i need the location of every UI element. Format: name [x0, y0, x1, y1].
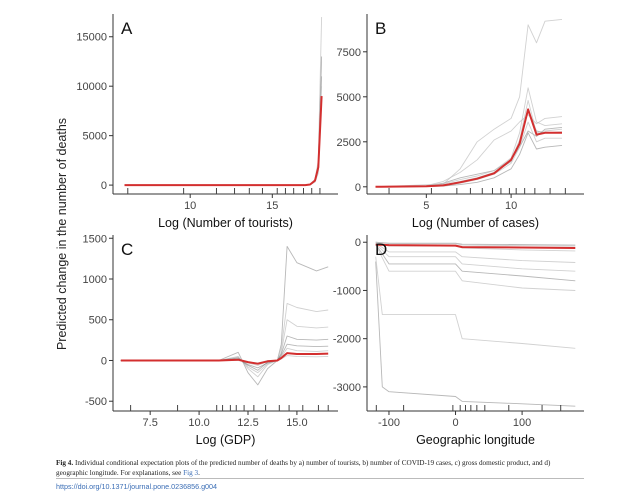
panel-a-ytick-label: 15000	[76, 32, 107, 44]
figure-caption: Fig 4. Individual conditional expectatio…	[56, 458, 576, 478]
panel-d-label: D	[375, 240, 387, 259]
caption-text: Individual conditional expectation plots…	[56, 459, 551, 477]
panel-d-ice-line	[375, 241, 576, 247]
panel-c-xtick-label: 7.5	[143, 417, 158, 429]
panel-b-ytick-label: 2500	[337, 137, 361, 149]
panel-a-ice-line	[124, 86, 323, 186]
panel-a-ice-line	[124, 100, 323, 186]
panel-c-ytick-label: 500	[89, 315, 107, 327]
panel-a-ice-line	[124, 61, 323, 186]
panel-d-ytick-label: -1000	[333, 285, 361, 297]
caption-link-fig3[interactable]: Fig 3	[183, 469, 199, 477]
panel-a-ice-line	[124, 56, 323, 186]
figure-panels: Predicted change in the number of deaths…	[55, 14, 584, 447]
panel-b-series	[375, 18, 563, 188]
panel-d-ice-line	[375, 243, 576, 282]
panel-c-ytick-label: 0	[101, 355, 107, 367]
panel-a-ice-line	[124, 76, 323, 186]
panel-d-ice-line	[375, 243, 576, 272]
panel-b-ytick-label: 7500	[337, 47, 361, 59]
panel-c-ice-line	[120, 245, 329, 386]
panel-c-ytick-label: 1000	[83, 274, 107, 286]
panel-d-ice-line	[375, 244, 576, 291]
panel-d-xtick-label: 100	[513, 417, 531, 429]
panel-a-x-axis-label: Log (Number of tourists)	[158, 216, 293, 230]
panel-a-ytick-label: 5000	[83, 131, 107, 143]
panel-d-ice-line	[375, 261, 576, 407]
panel-b-ytick-label: 5000	[337, 92, 361, 104]
panel-c-xtick-label: 12.5	[237, 417, 258, 429]
panel-d-ytick-label: -3000	[333, 382, 361, 394]
panel-b-ice-line	[375, 18, 563, 188]
panel-c-mean-line	[120, 352, 329, 365]
panel-d-ytick-label: 0	[355, 237, 361, 249]
panel-c-x-axis-label: Log (GDP)	[196, 433, 256, 447]
panel-b-ice-line	[375, 87, 563, 188]
panel-c-ice-line	[120, 302, 329, 378]
panel-b-xtick-label: 5	[423, 200, 429, 212]
panel-c-ytick-label: 1500	[83, 233, 107, 245]
panel-d-xtick-label: -100	[378, 417, 400, 429]
panel-a-xtick-label: 15	[266, 200, 278, 212]
caption-end: .	[198, 469, 200, 477]
panel-d-mean-line	[375, 243, 576, 249]
panel-d-ice-line	[375, 242, 576, 263]
panel-d-ice-line	[375, 256, 576, 349]
caption-divider	[56, 478, 584, 479]
panel-a-ytick-label: 10000	[76, 81, 107, 93]
panel-c-xtick-label: 10.0	[188, 417, 209, 429]
panel-c-label: C	[121, 240, 133, 259]
panel-b-xtick-label: 10	[505, 200, 517, 212]
panel-c-xtick-label: 15.0	[286, 417, 307, 429]
panel-a-ice-line	[124, 16, 323, 186]
panel-d-x-axis-label: Geographic longitude	[416, 433, 535, 447]
panel-c-ice-line	[120, 319, 329, 374]
panel-b-x-axis-label: Log (Number of cases)	[412, 216, 539, 230]
panel-b-ytick-label: 0	[355, 182, 361, 194]
panel-a-series	[124, 16, 323, 187]
panel-b-ice-line	[375, 132, 563, 188]
panel-d-xtick-label: 0	[452, 417, 458, 429]
panel-b-label: B	[375, 19, 386, 38]
panel-d-ytick-label: -2000	[333, 334, 361, 346]
panel-a-ytick-label: 0	[101, 180, 107, 192]
panel-a: 0 5000 10000 15000 10 15 Log (Number of touris…	[76, 14, 338, 230]
panel-b-mean-line	[375, 108, 562, 188]
panel-c-ytick-label: -500	[85, 396, 107, 408]
panel-c-series	[120, 245, 329, 386]
panel-d-series	[375, 241, 576, 407]
shared-y-axis-label: Predicted change in the number of deaths	[55, 118, 69, 350]
doi-link[interactable]: https://doi.org/10.1371/journal.pone.023…	[56, 482, 218, 491]
panel-a-label: A	[121, 19, 133, 38]
panel-a-mean-line	[124, 96, 323, 187]
panel-a-xtick-label: 10	[184, 200, 196, 212]
caption-label: Fig 4.	[56, 459, 74, 467]
panel-c: -500 0 500 1000 1500 7.5 10.0 12.5 15.0 Log (GDP)…	[83, 233, 338, 447]
panel-b: 0 2500 5000 7500 5 10 Log (Number of cases) B	[337, 14, 584, 230]
